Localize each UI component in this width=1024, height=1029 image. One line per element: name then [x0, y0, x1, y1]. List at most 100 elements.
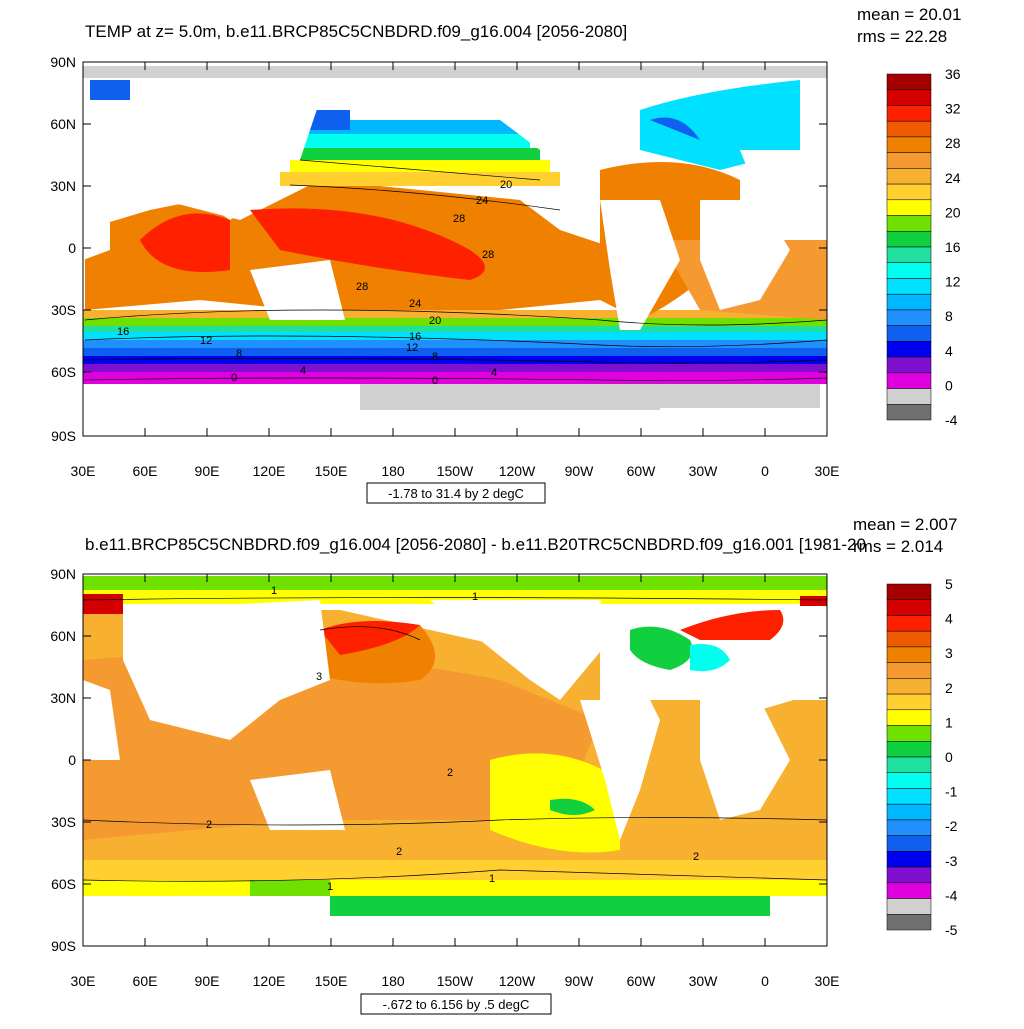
colorbar-label: -4 [945, 412, 958, 428]
contour-label: 8 [432, 351, 438, 363]
contour-label: 16 [117, 326, 129, 338]
colorbar-label: 0 [945, 749, 953, 765]
contour-label: 2 [693, 851, 699, 863]
lat-label: 60N [50, 628, 76, 644]
lat-label: 30N [50, 690, 76, 706]
map-area: 1 1 3 2 2 2 2 1 1 [82, 574, 828, 946]
colorbar-swatch [886, 293, 932, 311]
colorbar-swatch [886, 898, 932, 915]
contour-label: 28 [482, 249, 494, 261]
lat-label: 90N [50, 54, 76, 70]
contour-label: 20 [500, 179, 512, 191]
lon-label: 120E [253, 463, 286, 479]
lat-label: 90N [50, 566, 76, 582]
colorbar-swatch [886, 262, 932, 279]
panel-title: TEMP at z= 5.0m, b.e11.BRCP85C5CNBDRD.f0… [85, 22, 627, 41]
colorbar-swatch [886, 615, 932, 632]
colorbar-swatch [886, 136, 932, 153]
lon-label: 30E [815, 973, 840, 989]
contour-label: 1 [271, 585, 277, 597]
colorbar-swatch [886, 693, 932, 711]
colorbar-swatch [886, 662, 932, 679]
colorbar-swatch [886, 741, 932, 758]
contour-label: 20 [429, 315, 441, 327]
colorbar-label: 20 [945, 204, 961, 220]
colorbar-swatch [886, 356, 932, 374]
colorbar-swatch [886, 882, 932, 899]
colorbar-swatch [886, 246, 932, 263]
colorbar-label: 12 [945, 274, 961, 290]
lon-label: 0 [761, 463, 769, 479]
colorbar-label: 2 [945, 680, 953, 696]
colorbar-label: 16 [945, 239, 961, 255]
tick-marks [83, 574, 827, 946]
colorbar-swatch [886, 325, 932, 342]
colorbar-label: -2 [945, 818, 958, 834]
lon-label: 30E [71, 463, 96, 479]
contour-label: 24 [476, 195, 488, 207]
contour-label: 28 [356, 281, 368, 293]
colorbar-label: -1 [945, 784, 958, 800]
colorbar-label: 3 [945, 645, 953, 661]
contour-label: 24 [409, 298, 421, 310]
colorbar-swatch [886, 803, 932, 821]
lon-label: 30E [71, 973, 96, 989]
colorbar-label: -4 [945, 887, 958, 903]
lon-label: 60E [133, 973, 158, 989]
colorbar-swatch [886, 866, 932, 884]
contour-label: 2 [447, 767, 453, 779]
colorbar-label: 32 [945, 101, 961, 117]
colorbar-swatch [886, 914, 932, 931]
colorbar-swatch [886, 725, 932, 742]
lon-label: 150W [437, 973, 474, 989]
lon-label: 30W [689, 973, 719, 989]
lon-label: 30E [815, 463, 840, 479]
contour-label: 8 [236, 348, 242, 360]
colorbar-swatch [886, 231, 932, 248]
colorbar-swatch [886, 678, 932, 695]
contour-label: 12 [406, 342, 418, 354]
lon-label: 120E [253, 973, 286, 989]
contour-info: -1.78 to 31.4 by 2 degC [388, 486, 524, 501]
lat-label: 60S [51, 364, 76, 380]
lon-label: 180 [381, 463, 405, 479]
rms-value: rms = 2.014 [853, 537, 943, 556]
map-area: 20 24 28 28 28 24 20 16 16 12 12 8 8 4 4… [83, 62, 828, 436]
colorbar-swatch [886, 599, 932, 616]
longitude-labels: 30E 60E 90E 120E 150E 180 150W 120W 90W … [71, 973, 840, 989]
colorbar-swatch [886, 309, 932, 326]
colorbar-swatch [886, 372, 932, 389]
mean-value: mean = 2.007 [853, 515, 957, 534]
colorbar-label: 28 [945, 135, 961, 151]
lat-label: 0 [68, 752, 76, 768]
lon-label: 60W [627, 463, 657, 479]
contour-label: 16 [409, 331, 421, 343]
lon-label: 60E [133, 463, 158, 479]
lon-label: 90W [565, 973, 595, 989]
lon-label: 90W [565, 463, 595, 479]
colorbar: 5 4 3 2 1 0 -1 -2 -3 -4 -5 [886, 576, 958, 938]
colorbar-label: 5 [945, 576, 953, 592]
lon-label: 60W [627, 973, 657, 989]
rms-value: rms = 22.28 [857, 27, 947, 46]
lat-label: 30N [50, 178, 76, 194]
lon-label: 30W [689, 463, 719, 479]
lon-label: 90E [195, 463, 220, 479]
colorbar: 36 32 28 24 20 16 12 8 4 0 -4 [886, 66, 961, 428]
lon-label: 0 [761, 973, 769, 989]
contour-info-box [360, 993, 552, 1015]
colorbar-swatch [886, 756, 932, 773]
colorbar-swatch [886, 183, 932, 201]
colorbar-label: -5 [945, 922, 958, 938]
colorbar-swatch [886, 404, 932, 421]
colorbar-swatch [886, 120, 932, 138]
contour-label: 28 [453, 213, 465, 225]
lat-label: 60S [51, 876, 76, 892]
lon-label: 180 [381, 973, 405, 989]
colorbar-label: 8 [945, 308, 953, 324]
contour-label: 1 [327, 881, 333, 893]
contour-label: 1 [489, 873, 495, 885]
colorbar-swatch [886, 788, 932, 805]
panel-temperature-difference: b.e11.BRCP85C5CNBDRD.f09_g16.004 [2056-2… [50, 515, 958, 1015]
colorbar-swatch [886, 709, 932, 726]
